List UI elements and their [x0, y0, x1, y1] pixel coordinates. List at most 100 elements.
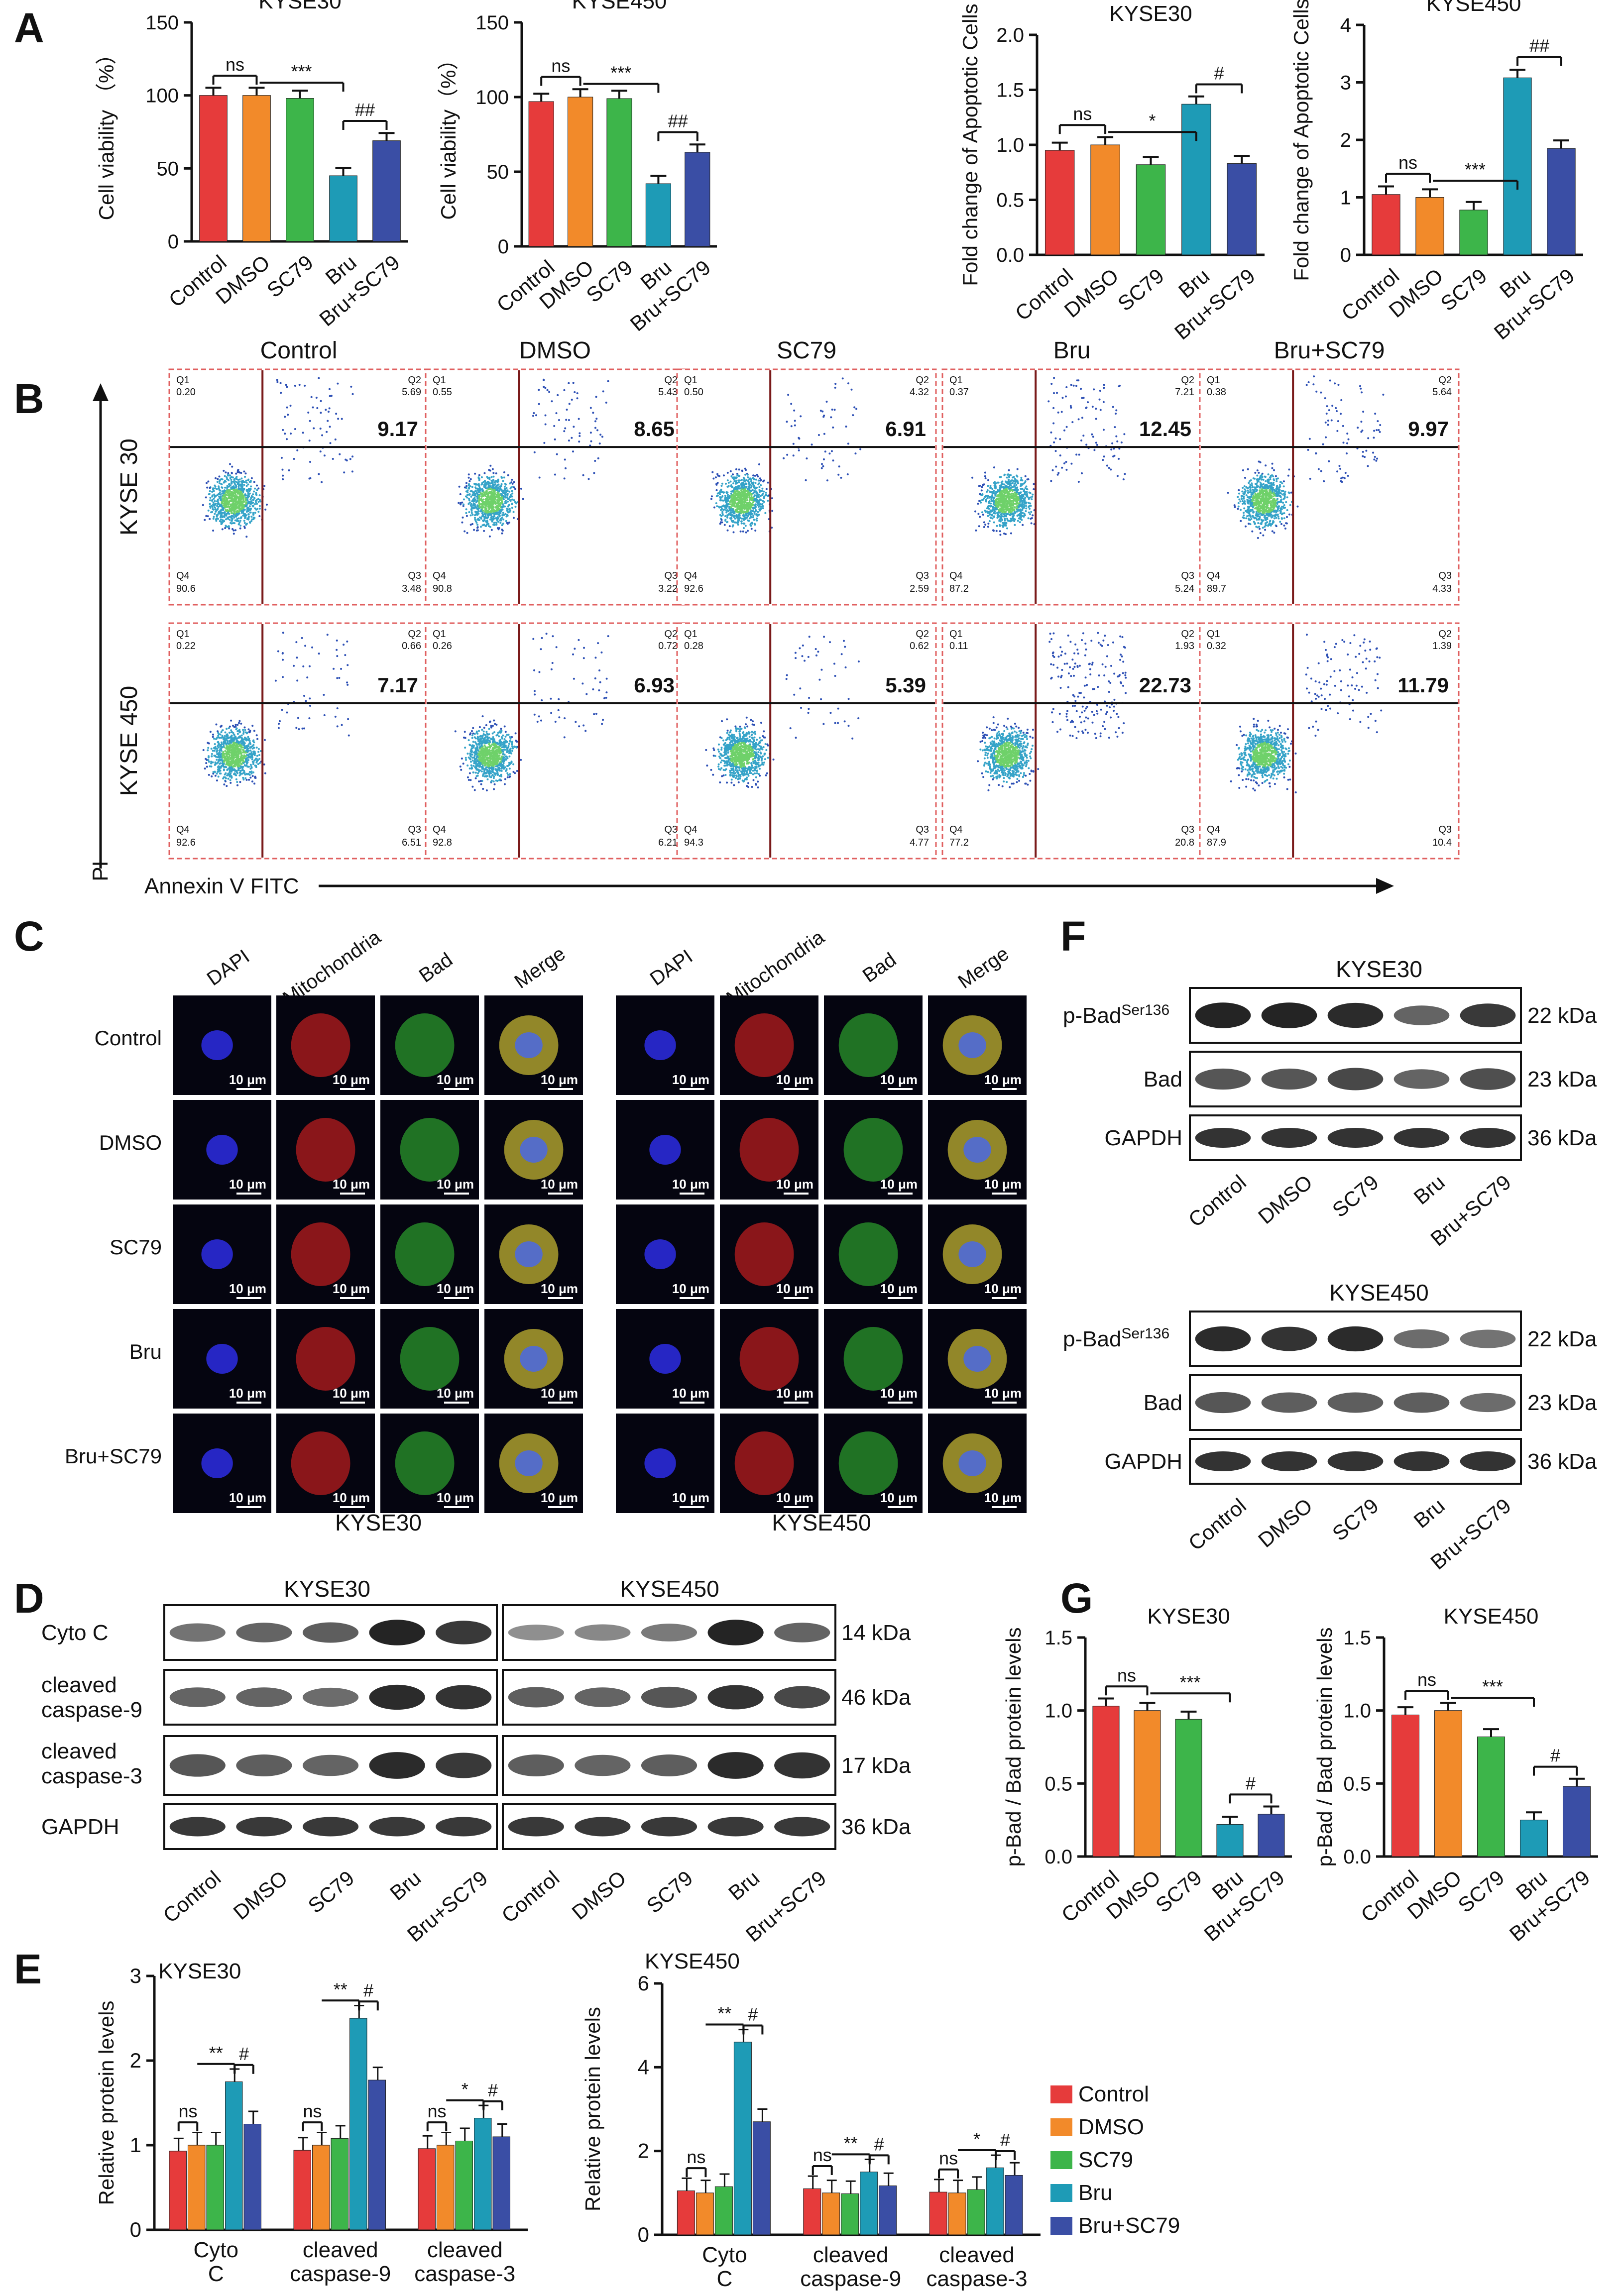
y-axis-label: Fold change of Apoptotic Cells [958, 3, 982, 286]
flow-dot [573, 426, 575, 428]
flow-dot [1113, 454, 1116, 457]
flow-dot [1023, 503, 1025, 506]
flow-dot [748, 513, 750, 516]
legend-entry: Control [1078, 2082, 1149, 2106]
flow-dot [746, 503, 748, 505]
flow-dot [730, 517, 733, 520]
flow-dot [735, 498, 737, 501]
flow-dot [1051, 469, 1054, 471]
bar-bru [733, 2042, 752, 2235]
flow-dot [222, 501, 224, 504]
flow-dot [721, 495, 724, 497]
flow-dot [247, 483, 249, 486]
flow-dot [989, 496, 991, 499]
flow-dot [211, 491, 214, 493]
flow-dot [824, 450, 826, 453]
flow-dot [763, 497, 765, 499]
flow-dot [755, 506, 757, 508]
flow-plot-frame [168, 368, 429, 606]
flow-ylabel: PI [88, 861, 113, 881]
flow-dot [997, 481, 1000, 484]
flow-dot [1099, 390, 1101, 392]
flow-dot [226, 476, 228, 478]
flow-dot [724, 515, 726, 517]
flow-dot [246, 496, 248, 499]
flow-dot [737, 491, 739, 493]
flow-dot [1237, 505, 1240, 508]
flow-dot [312, 406, 314, 409]
flow-dot [242, 504, 244, 506]
flow-dot [309, 477, 312, 479]
flow-dot [582, 474, 584, 476]
flow-dot [997, 498, 1000, 500]
flow-dot [490, 482, 493, 484]
flow-dot [761, 487, 764, 490]
flow-dot [238, 487, 240, 490]
flow-col-title: Bru+SC79 [1274, 337, 1385, 364]
flow-dot [238, 493, 241, 495]
sig-label: # [488, 2080, 498, 2100]
flow-dot [1003, 489, 1005, 491]
flow-dot [320, 400, 322, 402]
flow-dot [760, 484, 762, 486]
bar-dmso [437, 2145, 455, 2230]
bar-bru [1181, 104, 1211, 255]
y-tick-label: 2 [130, 2049, 141, 2072]
flow-dot [710, 498, 712, 500]
flow-dot [487, 516, 489, 519]
flow-dot [465, 508, 467, 511]
flow-dot [1016, 482, 1019, 484]
bar-sc79 [1477, 1736, 1506, 1857]
flow-dot [1020, 478, 1023, 481]
flow-dot [1009, 507, 1012, 509]
flow-dot [738, 475, 741, 477]
flow-dot [484, 501, 486, 503]
flow-dot [477, 508, 479, 510]
flow-dot [205, 482, 208, 484]
flow-dot [1233, 504, 1236, 507]
flow-dot [302, 432, 304, 434]
flow-dot [731, 476, 734, 479]
flow-dot [787, 394, 790, 396]
flow-dot [468, 499, 470, 502]
chart-title: KYSE30 [1109, 1, 1192, 26]
flow-dot [501, 514, 504, 516]
chart-title: KYSE30 [1147, 1604, 1230, 1629]
bar-dmso [696, 2192, 714, 2235]
flow-dot [1026, 488, 1029, 491]
flow-dot [228, 527, 231, 530]
flow-dot [720, 488, 722, 491]
bar-sc79 [206, 2145, 224, 2230]
flow-dot [1242, 487, 1244, 489]
flow-dot [822, 416, 825, 418]
flow-dot [223, 514, 226, 516]
flow-dot [485, 489, 488, 492]
sig-label: ns [1398, 152, 1417, 173]
flow-dot [601, 436, 603, 438]
flow-dot [821, 410, 824, 413]
flow-dot [1053, 377, 1055, 379]
legend-swatch [1050, 2151, 1072, 2169]
flow-dot [1023, 514, 1026, 517]
flow-dot [477, 476, 480, 479]
flow-dot [343, 471, 346, 474]
flow-dot [595, 396, 597, 398]
flow-dot [999, 534, 1002, 536]
flow-dot [1054, 450, 1057, 452]
flow-dot [736, 474, 739, 477]
flow-dot [744, 480, 746, 482]
flow-dot [478, 474, 480, 476]
flow-dot [1286, 509, 1288, 511]
flow-dot [1093, 449, 1096, 451]
flow-dot [986, 497, 989, 500]
flow-dot [209, 518, 211, 520]
flow-dot [1252, 477, 1255, 480]
flow-dot [1092, 436, 1094, 438]
flow-dot [987, 506, 989, 508]
flow-dot [733, 503, 735, 505]
flow-dot [1017, 506, 1020, 508]
quadrant-name: Q4 [949, 570, 963, 581]
flow-dot [1259, 528, 1261, 530]
sig-label: * [973, 2129, 980, 2149]
flow-dot [1006, 473, 1009, 476]
